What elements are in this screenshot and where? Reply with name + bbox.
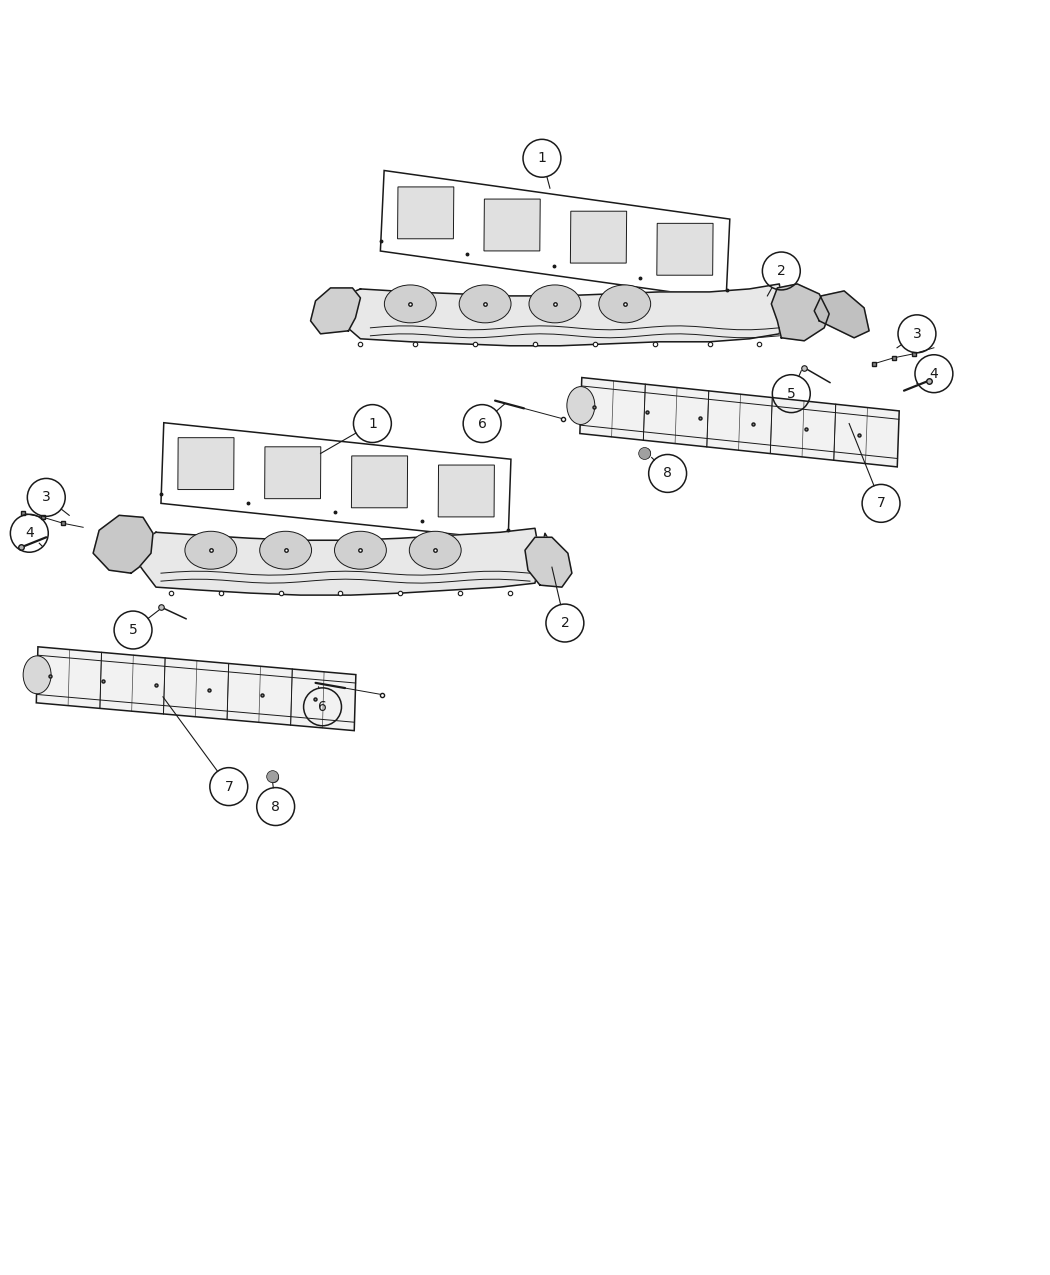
Text: 8: 8 bbox=[271, 799, 280, 813]
Ellipse shape bbox=[23, 655, 51, 694]
Text: 3: 3 bbox=[912, 326, 921, 340]
Ellipse shape bbox=[259, 532, 312, 569]
Text: 8: 8 bbox=[664, 467, 672, 481]
Text: 5: 5 bbox=[786, 386, 796, 400]
Polygon shape bbox=[37, 646, 356, 731]
Ellipse shape bbox=[638, 448, 651, 459]
Ellipse shape bbox=[459, 284, 511, 323]
Text: 2: 2 bbox=[561, 616, 569, 630]
Polygon shape bbox=[161, 423, 511, 539]
Polygon shape bbox=[657, 223, 713, 275]
Text: 2: 2 bbox=[777, 264, 785, 278]
Text: 1: 1 bbox=[538, 152, 546, 166]
Text: 5: 5 bbox=[129, 623, 138, 638]
Text: 4: 4 bbox=[929, 367, 939, 381]
Text: 4: 4 bbox=[25, 527, 34, 541]
Text: 6: 6 bbox=[478, 417, 486, 431]
Text: 7: 7 bbox=[877, 496, 885, 510]
Ellipse shape bbox=[384, 284, 436, 323]
Polygon shape bbox=[484, 199, 541, 251]
Polygon shape bbox=[311, 288, 360, 334]
Ellipse shape bbox=[410, 532, 461, 569]
Polygon shape bbox=[580, 377, 899, 467]
Polygon shape bbox=[93, 515, 153, 574]
Polygon shape bbox=[336, 284, 794, 346]
Polygon shape bbox=[131, 528, 554, 595]
Ellipse shape bbox=[267, 770, 278, 783]
Polygon shape bbox=[265, 446, 321, 499]
Text: 6: 6 bbox=[318, 700, 327, 714]
Ellipse shape bbox=[567, 386, 594, 425]
Ellipse shape bbox=[598, 284, 651, 323]
Polygon shape bbox=[352, 456, 407, 507]
Polygon shape bbox=[177, 437, 234, 490]
Ellipse shape bbox=[185, 532, 236, 569]
Polygon shape bbox=[814, 291, 869, 338]
Ellipse shape bbox=[529, 284, 581, 323]
Polygon shape bbox=[772, 284, 830, 340]
Polygon shape bbox=[438, 465, 495, 516]
Text: 7: 7 bbox=[225, 779, 233, 793]
Polygon shape bbox=[398, 187, 454, 238]
Polygon shape bbox=[380, 171, 730, 300]
Text: 1: 1 bbox=[368, 417, 377, 431]
Text: 3: 3 bbox=[42, 491, 50, 505]
Polygon shape bbox=[525, 537, 572, 586]
Ellipse shape bbox=[335, 532, 386, 569]
Polygon shape bbox=[570, 212, 627, 263]
